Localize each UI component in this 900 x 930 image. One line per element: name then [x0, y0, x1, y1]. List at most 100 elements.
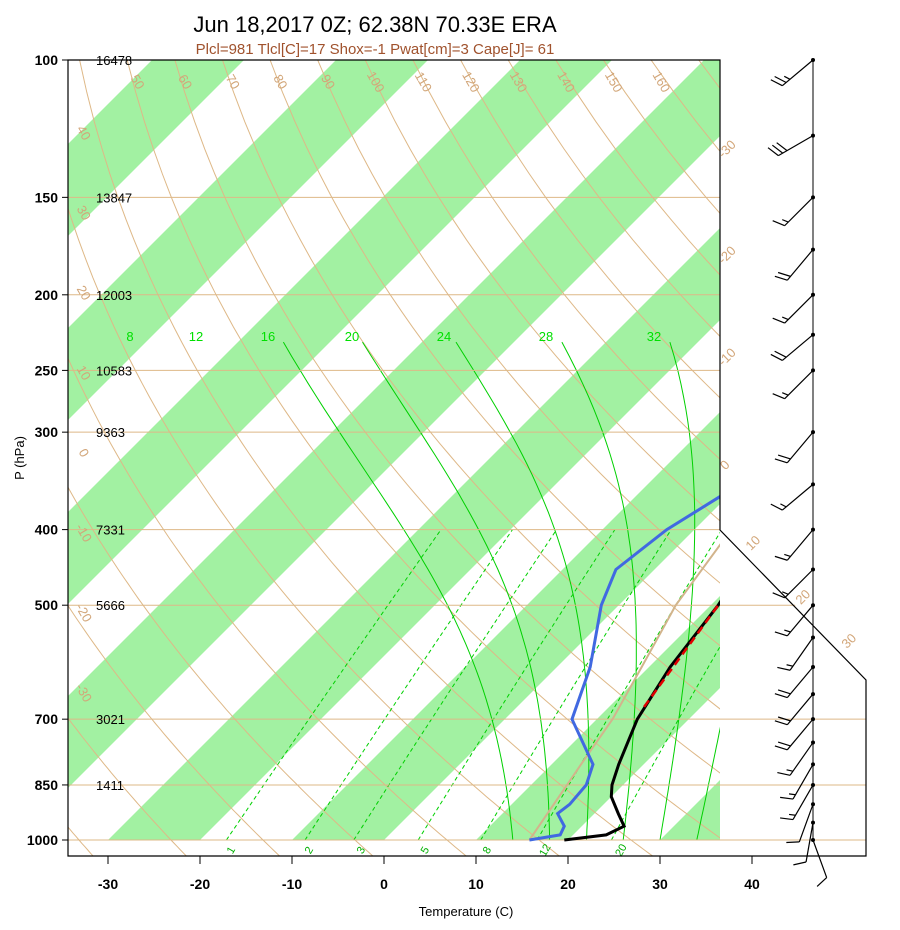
y-axis-title: P (hPa)	[12, 436, 27, 480]
temperature-band	[108, 228, 720, 840]
wind-barb-shaft	[784, 294, 814, 324]
moist-adiabat-line	[696, 726, 720, 841]
wet-bulb-label: 12	[189, 329, 203, 344]
wind-barb-flag	[772, 220, 785, 227]
wind-barb-station-dot	[811, 430, 815, 435]
wind-barb-flag	[777, 689, 791, 695]
adiabat-label: 70	[223, 72, 243, 92]
dry-adiabat-line	[79, 60, 654, 856]
wind-barb-half-flag	[782, 316, 789, 321]
wind-barb-flag	[772, 393, 785, 400]
chart-title: Jun 18,2017 0Z; 62.38N 70.33E ERA	[193, 12, 557, 37]
wet-bulb-label: 16	[261, 329, 275, 344]
adiabat-label: 90	[318, 72, 338, 92]
x-tick-label: -30	[98, 876, 118, 892]
adiabat-label: 40	[74, 123, 94, 143]
adiabat-label: 60	[175, 72, 195, 92]
band-label: 20	[792, 586, 813, 607]
mixing-ratio-label: 20	[613, 842, 630, 859]
dry-adiabat-line	[698, 60, 720, 90]
wind-barb-shaft	[786, 249, 814, 281]
dry-adiabat-line	[269, 60, 720, 647]
temperature-trace	[564, 599, 720, 842]
wind-barb-flag	[780, 796, 794, 800]
x-axis-title: Temperature (C)	[419, 904, 514, 919]
wind-barb-half-flag	[783, 75, 791, 80]
dry-adiabat-line	[746, 60, 900, 857]
chart-subtitle: Plcl=981 Tlcl[C]=17 Shox=-1 Pwat[cm]=3 C…	[196, 41, 555, 58]
wind-barb-shaft	[778, 135, 814, 157]
y-tick-label: 300	[35, 424, 59, 440]
dry-adiabat-line	[68, 206, 561, 856]
wind-barb-station-dot	[811, 133, 815, 138]
x-tick-label: 0	[380, 876, 388, 892]
temperature-band	[68, 60, 428, 420]
temperature-band	[660, 780, 720, 840]
wind-barb-flag	[770, 79, 783, 87]
wind-barb-station-dot	[811, 292, 815, 297]
dry-adiabat-line	[68, 604, 281, 856]
x-tick-label: -20	[190, 876, 210, 892]
wind-barb-station-dot	[811, 762, 815, 767]
adiabat-label: 80	[270, 72, 290, 92]
wind-barb-station-dot	[811, 603, 815, 608]
adiabat-label: 20	[74, 283, 94, 303]
plot-frame	[67, 59, 867, 857]
dry-adiabat-line	[460, 60, 720, 399]
band-label: 30	[838, 630, 859, 651]
wind-barb-half-flag	[784, 553, 791, 557]
wind-barb-flag	[774, 631, 788, 637]
wind-barb-half-flag	[782, 219, 789, 223]
wind-barb-half-flag	[788, 793, 796, 796]
wind-barb-flag	[774, 350, 787, 358]
y-tick-label: 150	[35, 189, 59, 205]
wind-barb-shaft	[784, 196, 814, 227]
wind-barb-station-dot	[811, 567, 815, 572]
temperature-band	[68, 60, 244, 236]
wet-bulb-label: 8	[126, 329, 133, 344]
adiabat-label: 30	[74, 203, 94, 223]
x-tick-label: 20	[560, 876, 576, 892]
wind-barb-flag	[770, 353, 783, 361]
wind-barb-half-flag	[780, 503, 787, 508]
height-label: 10583	[96, 363, 132, 378]
dry-adiabat-line	[317, 60, 720, 584]
dry-adiabat-line	[842, 60, 900, 857]
wind-barb-flag	[771, 144, 784, 154]
wind-barb-flag	[774, 75, 787, 84]
y-tick-label: 500	[35, 597, 59, 613]
wind-barb-shaft	[792, 764, 814, 800]
temperature-band	[68, 60, 612, 604]
wind-barb-station-dot	[811, 782, 815, 787]
parcel-trace	[528, 543, 720, 841]
mixing-ratio-label: 1	[225, 845, 238, 856]
wind-barb-shaft	[784, 369, 814, 400]
dewpoint-trace	[529, 494, 720, 842]
y-tick-label: 850	[35, 777, 59, 793]
mixing-ratio-label: 3	[355, 845, 368, 856]
height-label: 5666	[96, 598, 125, 613]
adiabat-label: 10	[74, 363, 94, 383]
y-tick-label: 700	[35, 711, 59, 727]
dry-adiabat-line	[412, 60, 720, 460]
wet-bulb-label: 20	[345, 329, 359, 344]
dry-adiabat-line	[68, 357, 467, 856]
wind-barb-shaft	[805, 822, 814, 863]
wind-barb-station-dot	[811, 247, 815, 252]
wind-barb-shaft	[786, 718, 814, 751]
height-label: 1411	[96, 778, 124, 793]
temperature-band	[68, 60, 720, 788]
cape-segment	[643, 604, 720, 708]
wind-barb-shaft	[789, 742, 814, 776]
dry-adiabat-line	[174, 60, 720, 774]
x-tick-label: 40	[744, 876, 760, 892]
wind-barb-flag	[774, 745, 788, 751]
band-label: 10	[742, 532, 763, 553]
y-tick-label: 1000	[27, 832, 58, 848]
wind-barb-half-flag	[782, 591, 789, 595]
wind-barb-flag	[772, 592, 785, 599]
dry-adiabat-line	[68, 717, 188, 856]
mixing-ratio-label: 2	[303, 845, 316, 856]
